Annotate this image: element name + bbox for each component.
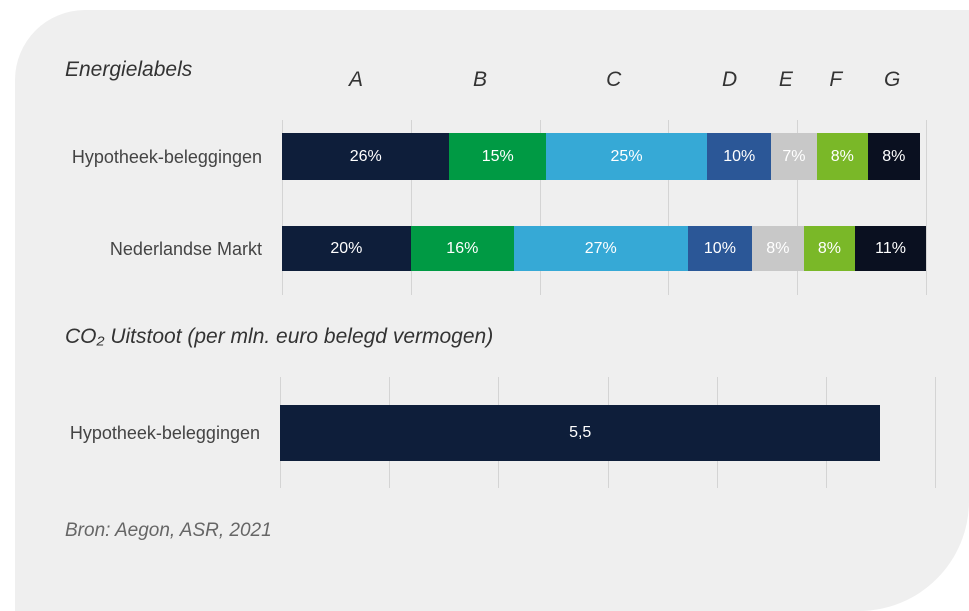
value-label: 11% [875,239,906,257]
bar-segment: 8% [752,226,804,271]
value-label: 8% [830,147,854,165]
legend-label: E [778,68,793,91]
legend-label: F [829,68,843,91]
bar-segment: 8% [803,226,856,271]
bar-segment: 8% [868,133,920,180]
legend-label: D [721,68,738,91]
bar-segment: 26% [282,133,450,180]
legend-label: C [606,68,622,91]
value-label: 8% [766,239,790,257]
value-label: 26% [349,147,382,165]
value-label: 5,5 [569,424,592,441]
legend-label: B [473,68,488,91]
value-label: 8% [882,147,906,165]
bar-segment: 27% [513,226,688,271]
bar: 5,5 [280,405,881,461]
chart-title: Energielabels [65,58,193,81]
value-label: 27% [584,239,617,257]
value-label: 16% [446,239,479,257]
grid-line [935,377,936,488]
source: Bron: Aegon, ASR, 2021 [65,520,272,541]
grid-line [282,120,283,295]
bar-segment: 16% [410,226,514,271]
y-tick-label: Hypotheek-beleggingen [69,423,260,443]
grid-line [539,120,541,295]
value-label: 10% [703,239,736,257]
legend-label: G [884,68,901,91]
bar-segment: 11% [855,226,926,271]
bar-segment: 10% [707,133,772,180]
value-label: 10% [723,147,756,165]
grid-line [797,120,799,295]
bar-segment: 10% [687,226,753,271]
bar-segment: 8% [816,133,869,180]
grid-line [668,120,670,295]
grid-line [410,120,412,295]
panel: Energielabels CO₂ Uitstoot (per mln. eur… [15,10,969,611]
value-label: 15% [481,147,514,165]
y-tick-label: Hypotheek-beleggingen [71,146,262,167]
bar-segment: 15% [449,133,547,180]
chart-title: CO₂ Uitstoot (per mln. euro belegd vermo… [65,325,494,348]
grid-line [926,120,927,295]
bar-segment: 7% [771,133,817,180]
value-label: 20% [330,239,363,257]
bar-segment: 25% [546,133,708,180]
y-tick-label: Nederlandse Markt [109,238,262,259]
bar-segment: 20% [282,226,411,271]
value-label: 7% [782,147,806,165]
legend-label: A [349,68,364,91]
value-label: 25% [610,147,643,165]
value-label: 8% [817,239,841,257]
